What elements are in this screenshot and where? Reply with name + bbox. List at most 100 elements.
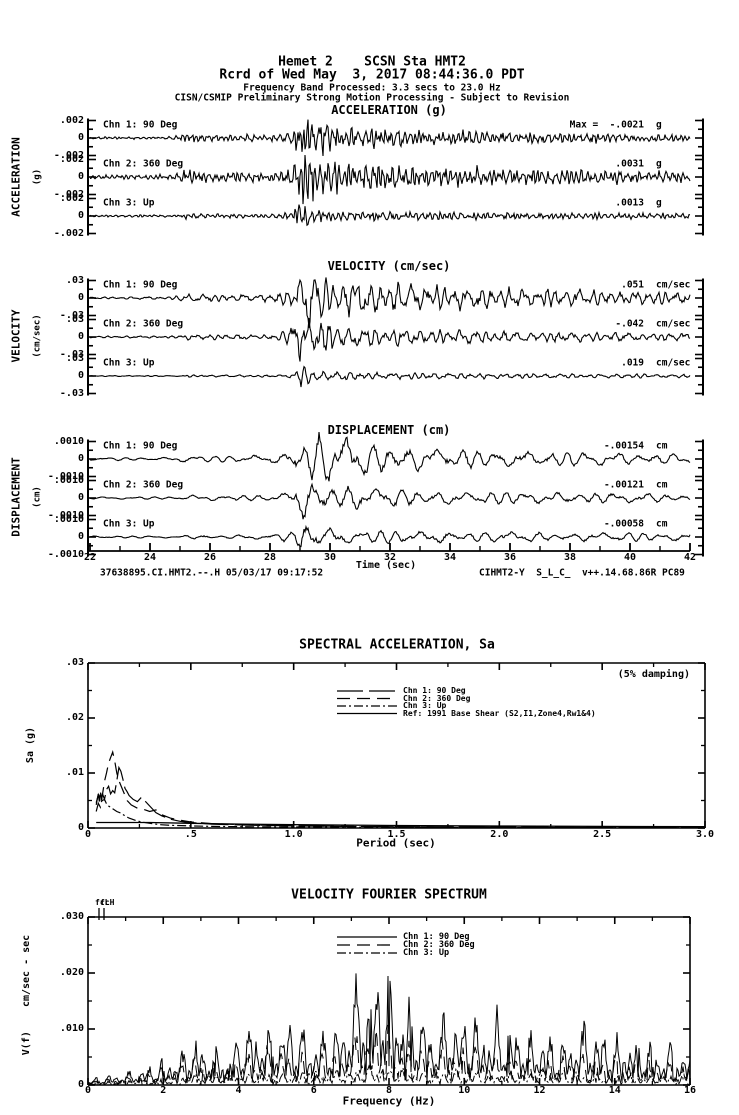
channel-label: Chn 3: Up [103, 357, 155, 369]
fourier-x-tick-label: 6 [310, 1085, 317, 1096]
acceleration-panel-title: ACCELERATION (g) [331, 103, 447, 117]
time-tick-label: 22 [83, 552, 97, 563]
processing-version-footer: CIHMT2-Y S_L_C_ v++.14.68.86R PC89 [479, 567, 685, 579]
y-tick-label: .002 [59, 114, 84, 126]
y-tick-label: 0 [77, 132, 84, 143]
fourier-y-tick-label: .020 [59, 967, 84, 978]
y-tick-label: -.03 [59, 348, 84, 360]
time-tick-label: 40 [623, 552, 637, 563]
max-value: .0031 [615, 158, 644, 170]
y-tick-label: -.0010 [47, 470, 84, 482]
legend-label: Chn 1: 90 Deg [403, 686, 466, 695]
max-unit: cm/sec [656, 279, 691, 291]
acceleration-axis-unit: (g) [32, 168, 43, 186]
displacement-axis-label: DISPLACEMENT [9, 457, 23, 537]
y-tick-label: 0 [77, 492, 84, 503]
channel-label: Chn 2: 360 Deg [103, 158, 184, 170]
y-tick-label: 0 [77, 171, 84, 182]
channel-label: Chn 3: Up [103, 197, 155, 209]
y-tick-label: 0 [77, 531, 84, 542]
fourier-x-tick-label: 4 [235, 1085, 242, 1096]
max-unit: cm [656, 479, 668, 491]
max-value: -.042 [615, 318, 644, 330]
y-tick-label: 0 [77, 331, 84, 342]
fourier-x-axis-label: Frequency (Hz) [342, 1094, 436, 1108]
time-tick-label: 34 [443, 552, 457, 563]
fourier-x-tick-label: 16 [683, 1085, 697, 1096]
time-tick-label: 28 [263, 552, 277, 563]
fourier-y-axis-label: V(f) cm/sec - sec [21, 934, 32, 1056]
channel-label: Chn 3: Up [103, 518, 155, 530]
y-tick-label: 0 [77, 453, 84, 464]
sa-x-tick-label: 1.5 [387, 829, 406, 840]
velocity-axis-unit: (cm/sec) [32, 314, 43, 358]
max-value: -.00058 [603, 518, 644, 530]
max-unit: cm [656, 440, 668, 452]
sa-y-tick-label: 0 [77, 822, 84, 833]
fourier-legend-label: Chn 3: Up [403, 947, 450, 958]
y-tick-label: 0 [77, 370, 84, 381]
record-id-footer: 37638895.CI.HMT2.--.H 05/03/17 09:17:52 [100, 567, 324, 579]
max-value: Max = -.0021 [569, 119, 644, 131]
y-tick-label: 0 [77, 210, 84, 221]
max-unit: cm/sec [656, 357, 691, 369]
fourier-legend-label: Chn 1: 90 Deg [403, 931, 470, 942]
displacement-panel-title: DISPLACEMENT (cm) [327, 423, 451, 437]
max-unit: g [656, 119, 662, 131]
fourier-plot-title: VELOCITY FOURIER SPECTRUM [291, 887, 487, 903]
y-tick-label: .03 [65, 313, 84, 325]
legend-label: Ref: 1991 Base Shear (S2,I1,Zone4,Rw1&4) [403, 708, 596, 718]
channel-label: Chn 1: 90 Deg [103, 440, 178, 452]
legend-label: Chn 2: 360 Deg [403, 693, 471, 703]
max-value: .019 [621, 357, 644, 369]
y-tick-label: .0010 [53, 435, 84, 447]
damping-note: (5% damping) [617, 669, 690, 680]
time-axis-label: Time (sec) [355, 560, 417, 571]
corner-frequency-high-label: fcH [100, 898, 115, 907]
y-tick-label: -.03 [59, 309, 84, 321]
sa-y-tick-label: .01 [65, 767, 84, 778]
sa-y-axis-label: Sa (g) [25, 726, 36, 764]
fourier-x-tick-label: 12 [533, 1085, 546, 1096]
y-tick-label: -.0010 [47, 548, 84, 560]
station-title: Hemet 2 SCSN Sta HMT2 [278, 54, 466, 70]
y-tick-label: -.002 [53, 227, 84, 239]
time-tick-label: 38 [563, 552, 577, 563]
processing-note: CISN/CSMIP Preliminary Strong Motion Pro… [174, 92, 570, 104]
time-tick-label: 24 [143, 552, 157, 563]
fourier-x-tick-label: 0 [84, 1085, 92, 1096]
max-value: -.00154 [603, 440, 644, 452]
fourier-x-tick-label: 10 [458, 1085, 471, 1096]
max-value: .051 [621, 279, 644, 291]
time-tick-label: 42 [683, 552, 697, 563]
record-datetime: Rcrd of Wed May 3, 2017 08:44:36.0 PDT [219, 67, 525, 83]
fourier-legend-label: Chn 2: 360 Deg [403, 939, 475, 950]
y-tick-label: 0 [77, 292, 84, 303]
channel-label: Chn 2: 360 Deg [103, 479, 184, 491]
y-tick-label: .0010 [53, 513, 84, 525]
acceleration-axis-label: ACCELERATION [9, 137, 23, 217]
y-tick-label: .03 [65, 274, 84, 286]
max-value: .0013 [615, 197, 644, 209]
y-tick-label: -.002 [53, 188, 84, 200]
velocity-panel-title: VELOCITY (cm/sec) [327, 259, 451, 273]
sa-y-tick-label: .02 [65, 712, 84, 723]
legend-label: Chn 3: Up [403, 701, 447, 710]
y-tick-label: -.03 [59, 387, 84, 399]
channel-label: Chn 1: 90 Deg [103, 119, 178, 131]
max-value: -.00121 [603, 479, 644, 491]
fourier-x-tick-label: 2 [160, 1085, 167, 1096]
fourier-x-tick-label: 8 [385, 1085, 393, 1096]
time-tick-label: 32 [383, 552, 397, 563]
max-unit: cm [656, 518, 668, 530]
max-unit: g [656, 158, 662, 170]
frequency-band-note: Frequency Band Processed: 3.3 secs to 23… [243, 82, 501, 94]
max-unit: g [656, 197, 662, 209]
sa-x-tick-label: 2.0 [490, 829, 509, 840]
y-tick-label: .002 [59, 192, 84, 204]
fourier-y-tick-label: .010 [59, 1023, 84, 1034]
corner-frequency-low-label: fcL [95, 898, 110, 907]
fourier-y-tick-label: .030 [59, 911, 84, 922]
channel-label: Chn 1: 90 Deg [103, 279, 178, 291]
